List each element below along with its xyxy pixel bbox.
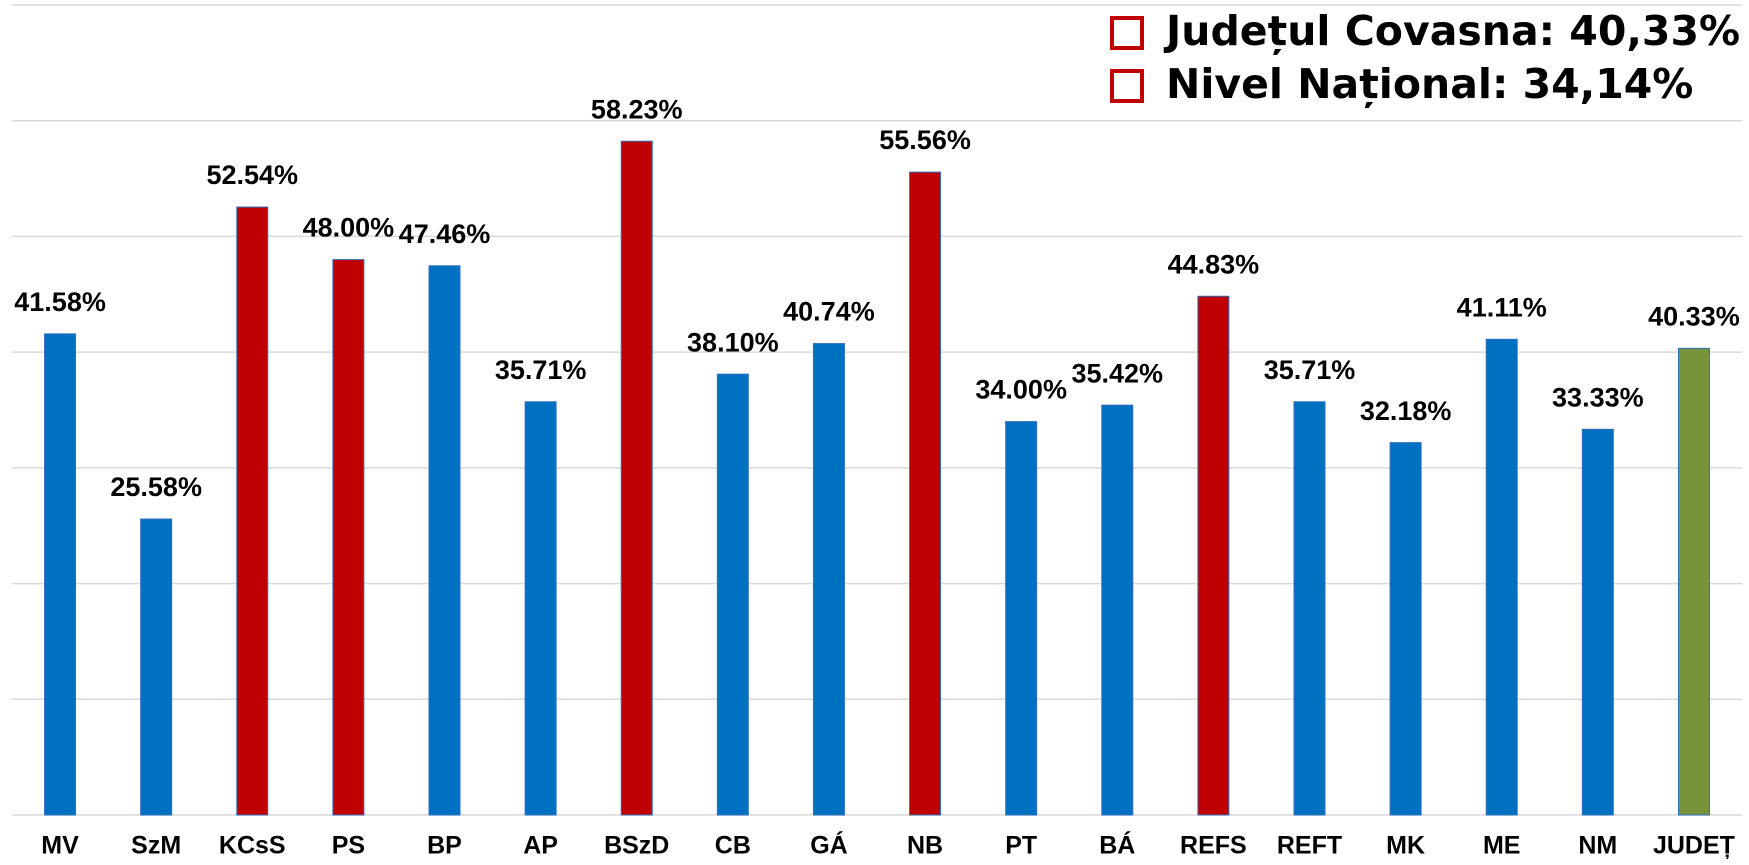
bar	[140, 518, 173, 816]
x-tick-label: PS	[332, 832, 365, 860]
x-tick-label: BP	[427, 832, 462, 860]
value-label: 41.11%	[1457, 292, 1547, 322]
value-label: 58.23%	[591, 94, 683, 124]
value-label: 47.46%	[399, 219, 491, 249]
bar	[1101, 404, 1134, 816]
value-label: 52.54%	[206, 160, 298, 190]
legend-box	[1110, 16, 1144, 50]
annotation: Nivel Național: 34,14%	[1166, 60, 1693, 108]
value-label: 48.00%	[303, 213, 395, 243]
bar	[1485, 338, 1518, 816]
x-tick-label: REFS	[1180, 832, 1247, 860]
bar	[44, 333, 77, 816]
value-label: 40.33%	[1648, 301, 1740, 331]
value-label: 34.00%	[975, 375, 1067, 405]
bar	[620, 140, 653, 816]
x-tick-label: NB	[907, 832, 943, 860]
annotation: Județul Covasna: 40,33%	[1163, 7, 1740, 55]
value-label: 32.18%	[1360, 396, 1452, 426]
x-tick-label: SzM	[131, 832, 181, 860]
value-label: 55.56%	[879, 125, 971, 155]
bar	[332, 259, 365, 816]
x-tick-label: MK	[1386, 832, 1425, 860]
x-tick-label: MV	[41, 832, 79, 860]
value-label: 44.83%	[1168, 249, 1260, 279]
bar	[1677, 347, 1710, 816]
x-tick-label: KCsS	[219, 832, 286, 860]
x-tick-label: JUDEȚ	[1653, 832, 1735, 860]
x-tick-label: PT	[1005, 832, 1037, 860]
x-tick-label: BSzD	[604, 832, 669, 860]
value-label: 35.71%	[1264, 355, 1356, 385]
bar	[1293, 401, 1326, 816]
x-tick-label: NM	[1578, 832, 1617, 860]
x-tick-label: CB	[715, 832, 751, 860]
bar	[1581, 428, 1614, 816]
bar	[1005, 421, 1038, 816]
value-label: 35.42%	[1071, 358, 1163, 388]
value-label: 38.10%	[687, 327, 779, 357]
bar	[812, 343, 845, 816]
bar	[909, 171, 942, 816]
bar	[1389, 442, 1422, 816]
value-label: 25.58%	[110, 472, 202, 502]
x-tick-label: REFT	[1277, 832, 1342, 860]
bar	[428, 265, 461, 816]
bar	[524, 401, 557, 816]
x-tick-label: GÁ	[810, 831, 848, 860]
bar	[716, 373, 749, 816]
value-label: 33.33%	[1552, 382, 1644, 412]
legend-box	[1110, 69, 1144, 103]
value-label: 35.71%	[495, 355, 587, 385]
value-label: 40.74%	[783, 297, 875, 327]
bar	[1197, 295, 1230, 816]
x-tick-label: AP	[523, 832, 558, 860]
value-label: 41.58%	[14, 287, 106, 317]
bar	[236, 206, 269, 816]
x-tick-label: ME	[1483, 832, 1521, 860]
x-tick-label: BÁ	[1099, 831, 1135, 860]
